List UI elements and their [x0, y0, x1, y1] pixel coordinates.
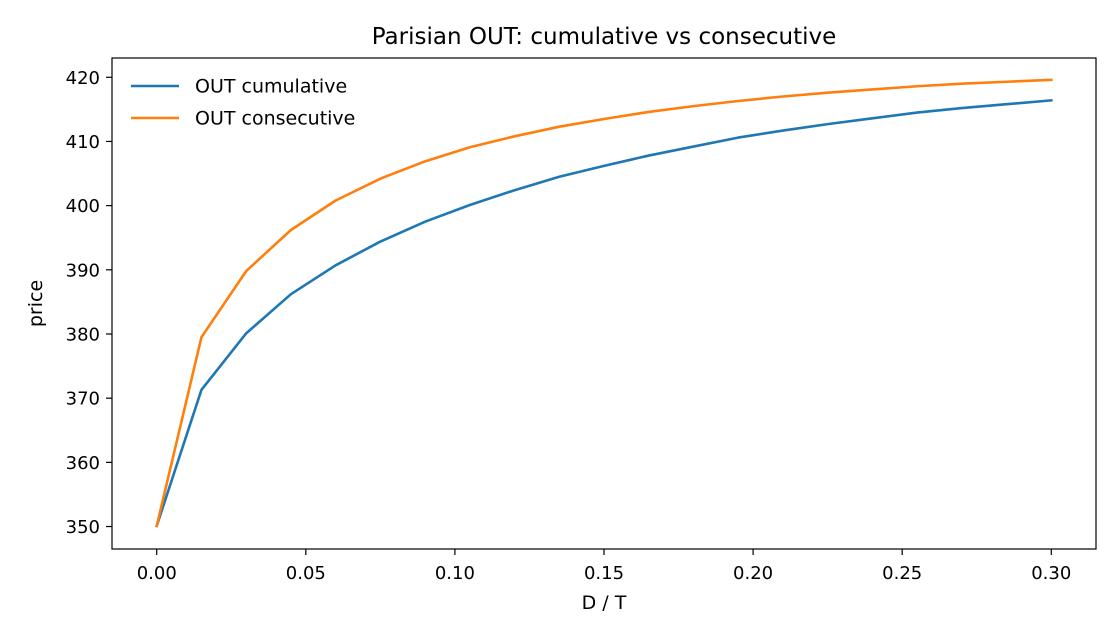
- y-tick-label: 380: [66, 324, 100, 345]
- y-axis-ticks: 350 360 370 380 390 400 410 420: [66, 68, 112, 538]
- series-line-1: [155, 78, 1053, 528]
- y-axis-title: price: [25, 280, 47, 327]
- series-line-0: [155, 98, 1053, 528]
- x-tick-label: 0.20: [733, 563, 773, 584]
- y-tick-label: 420: [66, 68, 100, 89]
- y-tick-label: 390: [66, 260, 100, 281]
- chart-title: Parisian OUT: cumulative vs consecutive: [372, 24, 837, 50]
- x-tick-label: 0.25: [882, 563, 922, 584]
- x-tick-label: 0.05: [286, 563, 326, 584]
- x-tick-label: 0.10: [435, 563, 475, 584]
- legend-label-1: OUT consecutive: [195, 108, 355, 130]
- y-tick-label: 410: [66, 132, 100, 153]
- legend: OUT cumulative OUT consecutive: [131, 76, 355, 130]
- legend-label-0: OUT cumulative: [195, 76, 347, 98]
- y-tick-label: 350: [66, 517, 100, 538]
- x-tick-label: 0.30: [1031, 563, 1071, 584]
- y-tick-label: 360: [66, 453, 100, 474]
- x-tick-label: 0.15: [584, 563, 624, 584]
- x-axis-title: D / T: [582, 592, 627, 614]
- x-axis-ticks: 0.00 0.05 0.10 0.15 0.20 0.25 0.30: [137, 549, 1071, 584]
- plot-lines: [155, 78, 1053, 528]
- x-tick-label: 0.00: [137, 563, 177, 584]
- y-tick-label: 400: [66, 196, 100, 217]
- y-tick-label: 370: [66, 389, 100, 410]
